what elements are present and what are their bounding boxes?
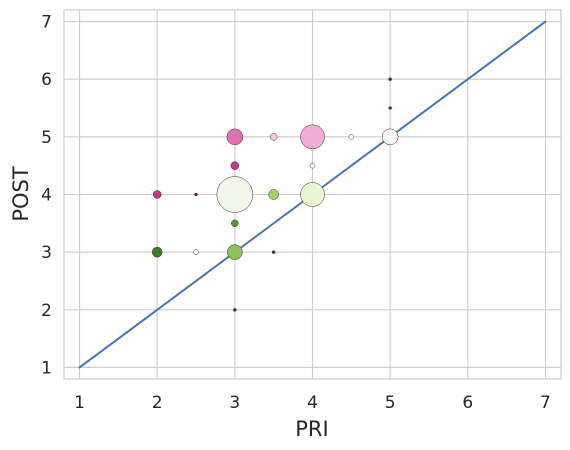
data-points [151, 77, 399, 312]
y-tick-label: 1 [41, 358, 52, 378]
data-point [309, 162, 316, 169]
data-point [388, 77, 392, 81]
data-point [388, 106, 392, 110]
x-axis-label: PRI [295, 417, 328, 441]
data-point [300, 124, 325, 150]
data-point [381, 128, 399, 146]
x-tick-labels: 1 2 3 4 5 6 7 [74, 393, 551, 413]
y-tick-label: 2 [41, 301, 52, 321]
data-point [348, 134, 355, 140]
data-point [152, 190, 162, 199]
data-point [269, 133, 278, 141]
y-tick-label: 3 [41, 243, 52, 263]
y-tick-label: 4 [41, 186, 52, 206]
x-tick-label: 2 [152, 393, 163, 413]
data-point [271, 250, 276, 254]
y-tick-labels: 1 2 3 4 5 6 7 [41, 13, 52, 379]
x-tick-label: 7 [540, 393, 551, 413]
x-tick-label: 6 [462, 393, 473, 413]
y-tick-label: 5 [41, 128, 52, 148]
x-tick-label: 4 [307, 393, 318, 413]
data-point [300, 182, 325, 207]
y-axis-label: POST [9, 166, 33, 222]
data-point [226, 128, 244, 146]
x-tick-label: 1 [74, 393, 85, 413]
y-tick-label: 7 [41, 13, 52, 33]
data-point [227, 244, 243, 260]
y-tick-label: 6 [41, 70, 52, 90]
data-point [233, 308, 237, 312]
plot-frame [63, 9, 562, 380]
data-point [216, 176, 254, 213]
data-point [151, 246, 163, 258]
data-point [230, 161, 240, 170]
data-point [268, 189, 279, 200]
grid [64, 10, 561, 379]
data-point [193, 249, 199, 255]
x-tick-label: 5 [385, 393, 396, 413]
data-point [231, 219, 239, 228]
data-point [194, 192, 198, 197]
x-tick-label: 3 [229, 393, 240, 413]
